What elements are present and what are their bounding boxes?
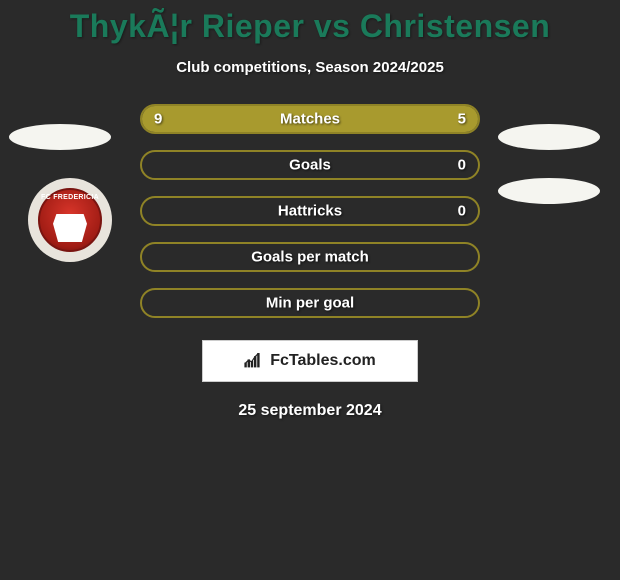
stat-row: Min per goal	[140, 288, 480, 318]
club-badge-shield-icon	[53, 214, 87, 242]
stat-label: Goals	[289, 157, 331, 174]
stat-row: Goals 0	[140, 150, 480, 180]
bar-chart-icon	[244, 353, 264, 369]
brand-footer: FcTables.com	[202, 340, 418, 382]
comparison-card: ThykÃ¦r Rieper vs Christensen Club compe…	[0, 0, 620, 420]
player-oval-right-1	[498, 124, 600, 150]
stat-pill: Goals 0	[140, 150, 480, 180]
stat-value-right: 5	[458, 111, 466, 128]
club-badge: FC FREDERICIA	[28, 178, 112, 262]
club-badge-inner: FC FREDERICIA	[38, 188, 102, 252]
brand-name: FcTables.com	[270, 352, 376, 370]
stat-pill: Matches 9 5	[140, 104, 480, 134]
stat-label: Hattricks	[278, 203, 342, 220]
stat-label: Matches	[280, 111, 340, 128]
stat-value-left: 9	[154, 111, 162, 128]
stat-value-right: 0	[458, 157, 466, 174]
footer-date: 25 september 2024	[0, 402, 620, 420]
club-badge-label: FC FREDERICIA	[41, 194, 99, 201]
stat-pill: Hattricks 0	[140, 196, 480, 226]
stat-row: Goals per match	[140, 242, 480, 272]
stat-label: Goals per match	[251, 249, 369, 266]
stat-value-right: 0	[458, 203, 466, 220]
page-subtitle: Club competitions, Season 2024/2025	[0, 59, 620, 76]
stat-row: Matches 9 5	[140, 104, 480, 134]
player-oval-right-2	[498, 178, 600, 204]
player-oval-left	[9, 124, 111, 150]
stat-pill: Goals per match	[140, 242, 480, 272]
page-title: ThykÃ¦r Rieper vs Christensen	[0, 8, 620, 45]
stat-row: Hattricks 0	[140, 196, 480, 226]
stat-pill: Min per goal	[140, 288, 480, 318]
stat-label: Min per goal	[266, 295, 354, 312]
